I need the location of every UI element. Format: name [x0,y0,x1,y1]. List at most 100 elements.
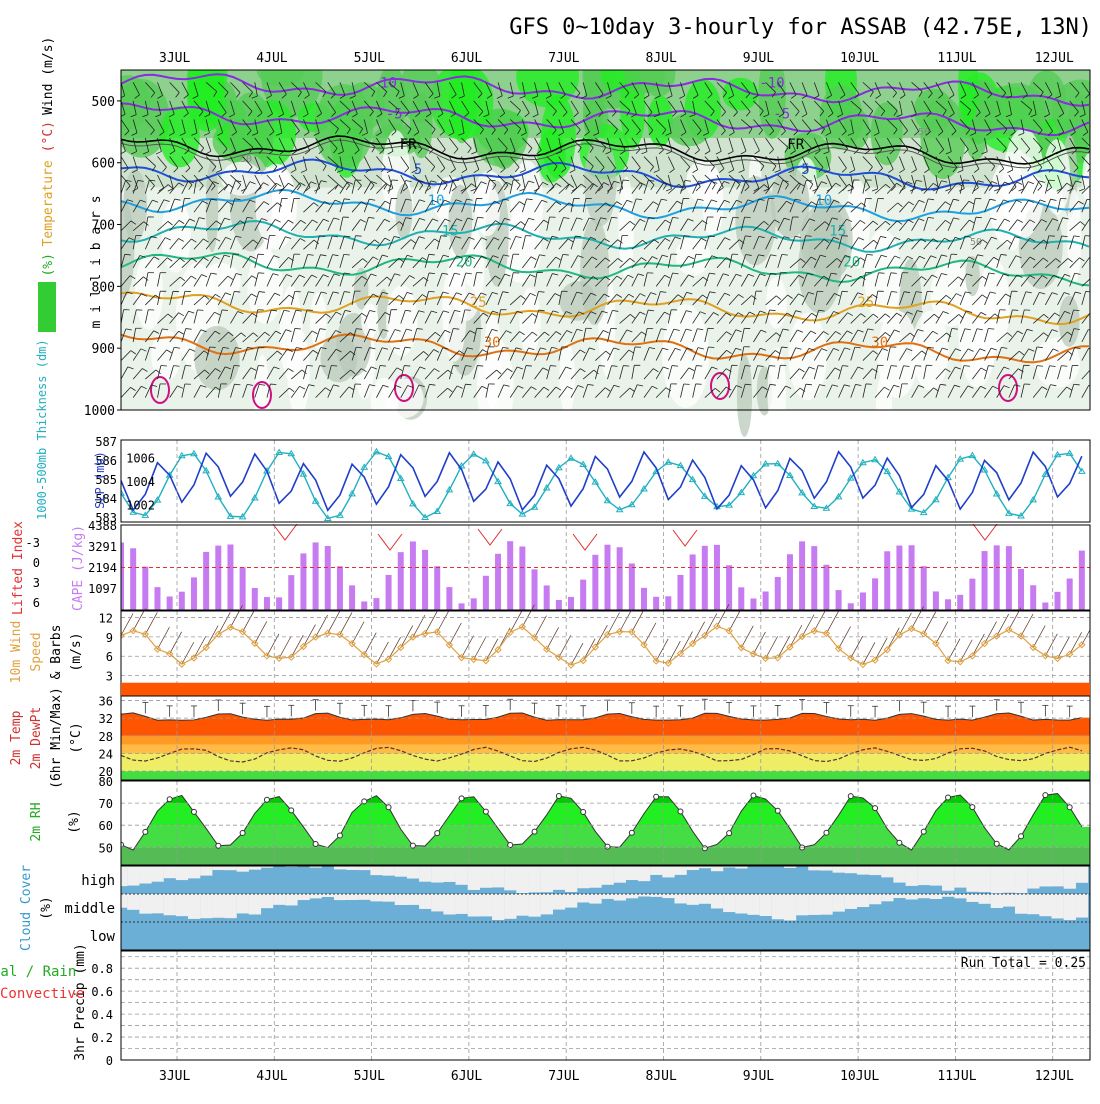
cloud-mid-gap [419,894,431,909]
rh-point [727,831,732,836]
axis-title-part: Temperature [41,160,56,246]
temp-band [121,753,1090,771]
axis-title-part: 2m Temp [9,710,24,765]
axis-title: m i l l i b a r s [89,195,104,328]
cloud-mid-gap [808,894,820,915]
cloud-mid-gap [577,894,589,902]
cloud-high-gap [407,866,419,879]
wind-barb-flag [684,236,690,237]
temp-tick-label: 36 [99,694,113,708]
cloud-mid-gap [966,894,978,902]
rh-legend-swatch [38,282,56,332]
cloud-mid-gap [638,894,650,896]
wind10-barb [608,613,620,635]
wind10-barb [632,610,644,632]
axis-title-part: 2m DewPt [29,707,44,770]
li-tick-label: 3 [33,576,40,590]
cloud-high-gap [820,866,832,871]
cape-bar [386,575,392,610]
cloud-high-gap [966,866,978,892]
wind10-barb [243,610,255,632]
cape-bar [823,565,829,610]
axis-title: & Barbs [49,625,64,680]
cape-bar [982,551,988,610]
cloud-high-gap [358,866,370,870]
cape-bar [361,601,367,610]
wind10-barb [255,621,267,643]
cloud-mid-gap [687,894,699,905]
cape-bar [994,545,1000,610]
rh-cell-low [361,304,378,338]
rh-point [897,840,902,845]
date-label-top: 11JUL [937,51,976,66]
isotherm-label: 30 [484,335,501,351]
cape-bar [836,590,842,610]
cloud-high-gap [662,866,674,877]
li-tick-label: 6 [33,596,40,610]
rh-cell-low [676,236,711,275]
axis-title: 10m Wind [9,621,24,684]
cloud-mid-gap [504,894,516,919]
cloud-high-gap [833,866,845,873]
cloud-high-gap [893,866,905,883]
upper-air-plot: 505050-10-10-5-5FRFR55101015152020252530… [105,31,1100,452]
cloud-high-gap [443,866,455,882]
wind10-barb [1082,623,1094,645]
rh-point [1043,793,1048,798]
wind10-barb [157,627,169,649]
rh-point [435,831,440,836]
axis-title-part: Speed [29,632,44,671]
isotherm-label: 25 [857,295,874,311]
rh-point [824,830,829,835]
rh-cell-low [877,311,918,398]
axis-title: RH (%)Temperature(°C)Wind (m/s) [41,37,56,300]
li-line [478,529,502,545]
cape-bar [969,579,975,610]
cape-bar [933,591,939,610]
isotherm-label: 10 [428,193,445,209]
date-label-bottom: 9JUL [743,1069,774,1084]
temp-band [121,736,1090,745]
cape-bar [349,585,355,610]
axis-title: 1000-500mb Thickness (dm) [35,339,49,520]
cloud-mid-gap [443,894,455,914]
cloud-mid-gap [565,894,577,908]
cloud-high-gap [845,866,857,873]
cloud-mid-gap [893,894,905,898]
cape-bar [252,588,258,610]
rh-point [289,808,294,813]
cloud-high-gap [237,866,249,872]
slp-frame [121,440,1090,522]
cloud-high-gap [139,866,151,884]
cloud-high-gap [553,866,565,890]
rh-cell-low [256,164,297,250]
cloud-mid-gap [979,894,991,904]
li-line [973,524,997,540]
cape-bar [605,545,611,610]
li-line [673,530,697,546]
temp-plot [121,683,1090,780]
temp-band [121,771,1090,780]
cape-bar [264,597,270,610]
run-total: Run Total = 0.25 [961,956,1086,971]
rh-cell-low [370,378,398,424]
cloud-mid-gap [151,894,163,913]
rh-point [143,829,148,834]
wind-tick-label: 9 [106,631,113,645]
cloud-high-gap [614,866,626,883]
rh-cell-low [448,185,472,258]
date-label-bottom: 8JUL [646,1069,677,1084]
rh-tick-label: 70 [99,797,113,811]
li-tick-label: 0 [33,556,40,570]
wind10-barb [729,609,741,631]
y-tick-label: 500 [92,95,115,110]
wind10-barb [328,611,340,633]
cloud-mid-gap [176,894,188,916]
axis-title-part: Cloud Cover [19,865,34,951]
wind-barb-flag [477,366,483,367]
cape-bar [276,597,282,610]
precip-tick-label: 0 [106,1054,113,1068]
date-label-top: 12JUL [1035,51,1074,66]
cloud-high-gap [188,866,200,878]
